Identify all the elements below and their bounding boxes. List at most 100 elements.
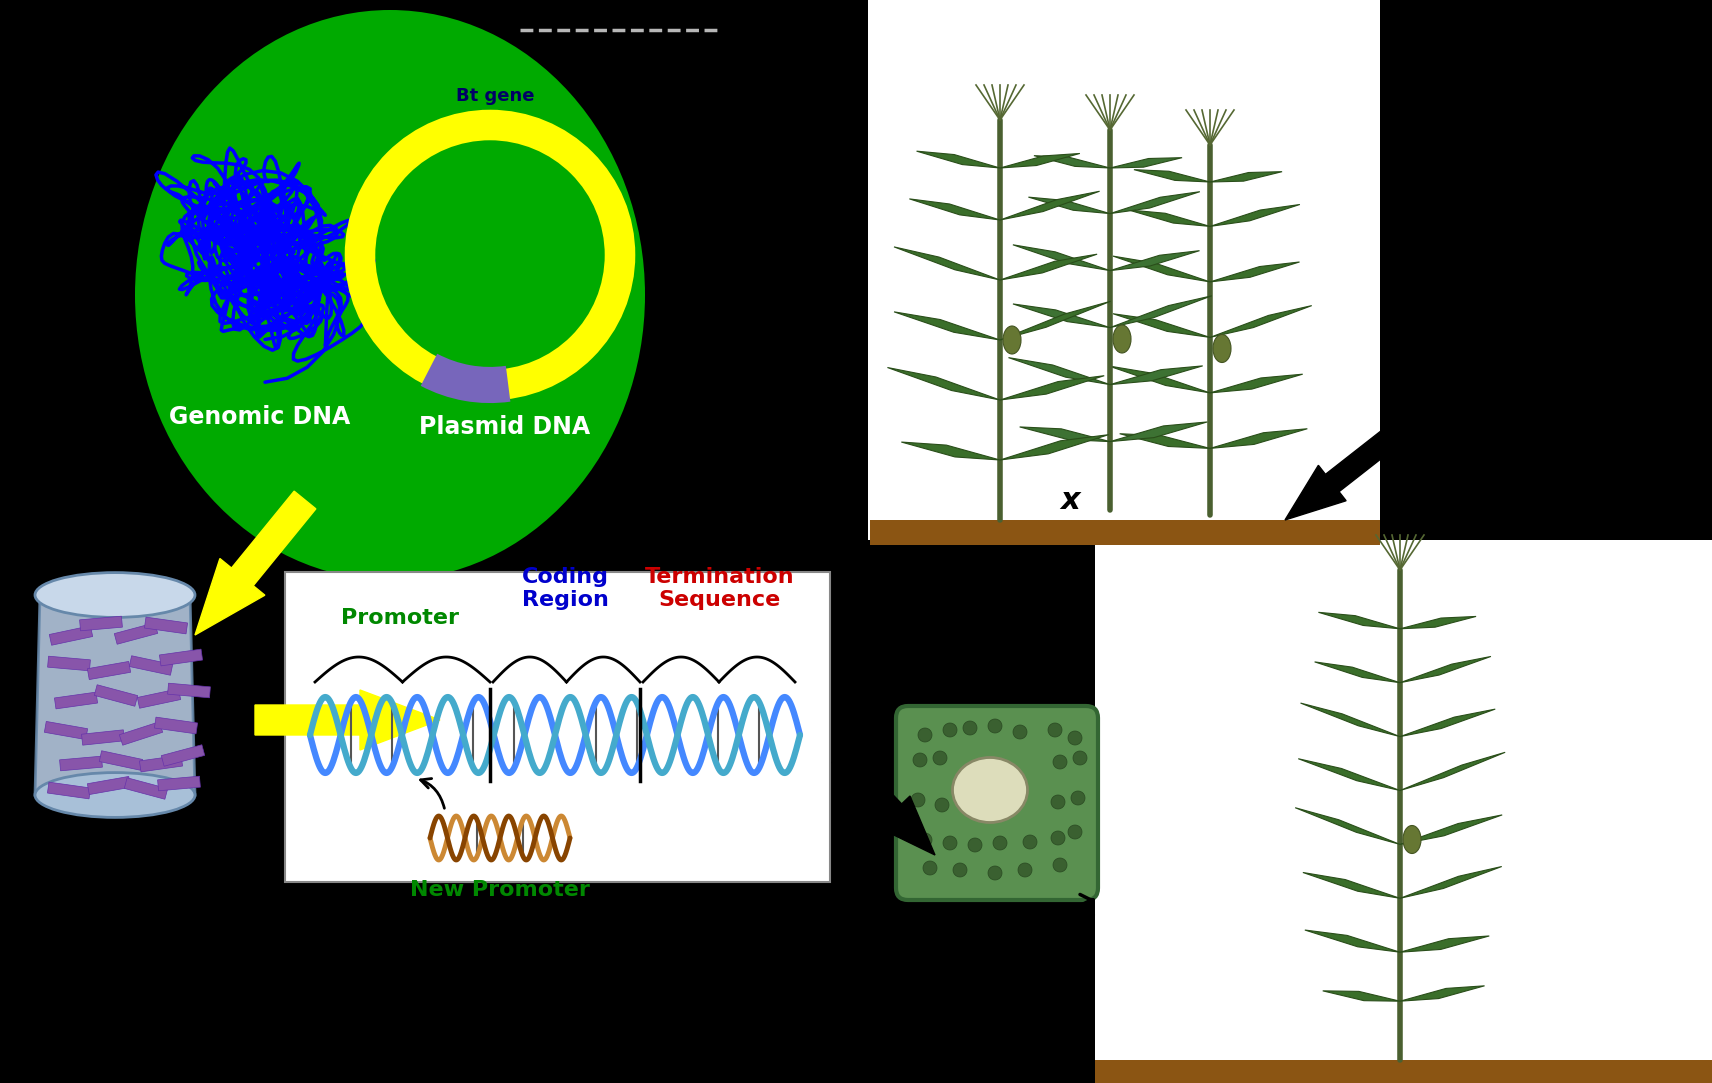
Polygon shape xyxy=(1210,305,1311,338)
Polygon shape xyxy=(1109,366,1204,384)
Polygon shape xyxy=(99,751,142,770)
Polygon shape xyxy=(1133,170,1210,182)
Circle shape xyxy=(988,719,1002,733)
Polygon shape xyxy=(45,721,87,740)
Polygon shape xyxy=(1400,709,1495,736)
Polygon shape xyxy=(82,730,125,745)
Circle shape xyxy=(1053,755,1067,769)
FancyBboxPatch shape xyxy=(284,572,830,882)
Polygon shape xyxy=(1109,158,1181,168)
Text: 4.: 4. xyxy=(853,726,885,755)
Polygon shape xyxy=(1305,930,1400,952)
Circle shape xyxy=(918,833,931,847)
Text: Promoter: Promoter xyxy=(341,608,459,628)
Ellipse shape xyxy=(1113,325,1132,353)
Polygon shape xyxy=(137,689,181,708)
Circle shape xyxy=(1051,795,1065,809)
Polygon shape xyxy=(1008,357,1109,384)
FancyBboxPatch shape xyxy=(868,0,1380,540)
Circle shape xyxy=(1024,835,1037,849)
Polygon shape xyxy=(901,442,1000,460)
Polygon shape xyxy=(1014,304,1109,327)
Polygon shape xyxy=(1014,245,1109,271)
Polygon shape xyxy=(909,199,1000,220)
Polygon shape xyxy=(1000,434,1109,460)
Polygon shape xyxy=(1296,808,1400,845)
Circle shape xyxy=(935,798,948,812)
Polygon shape xyxy=(1000,255,1097,280)
Polygon shape xyxy=(48,656,91,670)
Polygon shape xyxy=(1000,154,1080,168)
Polygon shape xyxy=(1400,814,1501,845)
Polygon shape xyxy=(60,756,103,771)
FancyBboxPatch shape xyxy=(1096,540,1712,1083)
Circle shape xyxy=(943,836,957,850)
Polygon shape xyxy=(1113,256,1210,282)
Circle shape xyxy=(1048,723,1061,738)
Polygon shape xyxy=(1108,366,1210,393)
Polygon shape xyxy=(1020,427,1109,442)
Polygon shape xyxy=(94,684,137,706)
Circle shape xyxy=(373,138,608,371)
Text: Bt gene: Bt gene xyxy=(455,87,534,105)
Polygon shape xyxy=(832,747,935,854)
Polygon shape xyxy=(120,721,163,745)
Polygon shape xyxy=(1210,374,1303,393)
Text: Coding
Region: Coding Region xyxy=(522,566,608,610)
Polygon shape xyxy=(1323,991,1400,1001)
Polygon shape xyxy=(1286,421,1407,520)
Circle shape xyxy=(988,866,1002,880)
Polygon shape xyxy=(1400,656,1491,682)
Polygon shape xyxy=(195,492,315,635)
Circle shape xyxy=(923,861,936,875)
Polygon shape xyxy=(1034,156,1109,168)
Polygon shape xyxy=(130,655,173,675)
Polygon shape xyxy=(1109,192,1200,213)
Circle shape xyxy=(993,836,1007,850)
Polygon shape xyxy=(48,782,91,799)
Circle shape xyxy=(912,753,926,767)
Text: Genomic DNA: Genomic DNA xyxy=(169,405,351,429)
Text: Termination
Sequence: Termination Sequence xyxy=(645,566,794,610)
Ellipse shape xyxy=(135,10,645,580)
Circle shape xyxy=(918,728,931,742)
Circle shape xyxy=(954,863,967,877)
Polygon shape xyxy=(125,778,168,799)
Polygon shape xyxy=(870,520,1380,545)
Polygon shape xyxy=(115,623,158,644)
Polygon shape xyxy=(1113,314,1210,338)
Polygon shape xyxy=(1400,936,1489,952)
Polygon shape xyxy=(1210,205,1299,226)
Polygon shape xyxy=(168,683,211,697)
Polygon shape xyxy=(144,617,188,634)
Ellipse shape xyxy=(34,573,195,617)
Polygon shape xyxy=(1298,759,1400,791)
Polygon shape xyxy=(1000,376,1104,400)
Text: Plasmid DNA: Plasmid DNA xyxy=(419,415,591,439)
Polygon shape xyxy=(1210,429,1308,448)
Circle shape xyxy=(967,838,983,852)
Polygon shape xyxy=(1303,873,1400,898)
Polygon shape xyxy=(1029,197,1109,213)
Text: New Promoter: New Promoter xyxy=(411,880,591,900)
Ellipse shape xyxy=(34,772,195,818)
Polygon shape xyxy=(55,692,98,709)
Text: x: x xyxy=(1060,486,1080,516)
Polygon shape xyxy=(158,777,200,791)
Polygon shape xyxy=(1109,422,1207,442)
Polygon shape xyxy=(916,152,1000,168)
Polygon shape xyxy=(159,649,202,666)
Polygon shape xyxy=(34,595,195,795)
Ellipse shape xyxy=(952,757,1027,822)
Polygon shape xyxy=(161,745,205,767)
Polygon shape xyxy=(894,247,1000,280)
Polygon shape xyxy=(887,367,1000,400)
Polygon shape xyxy=(50,626,92,645)
Polygon shape xyxy=(894,312,1000,340)
Polygon shape xyxy=(87,662,130,679)
Circle shape xyxy=(911,793,924,807)
Polygon shape xyxy=(1120,433,1210,448)
Circle shape xyxy=(1068,825,1082,839)
Polygon shape xyxy=(1000,301,1111,340)
Polygon shape xyxy=(79,616,122,630)
